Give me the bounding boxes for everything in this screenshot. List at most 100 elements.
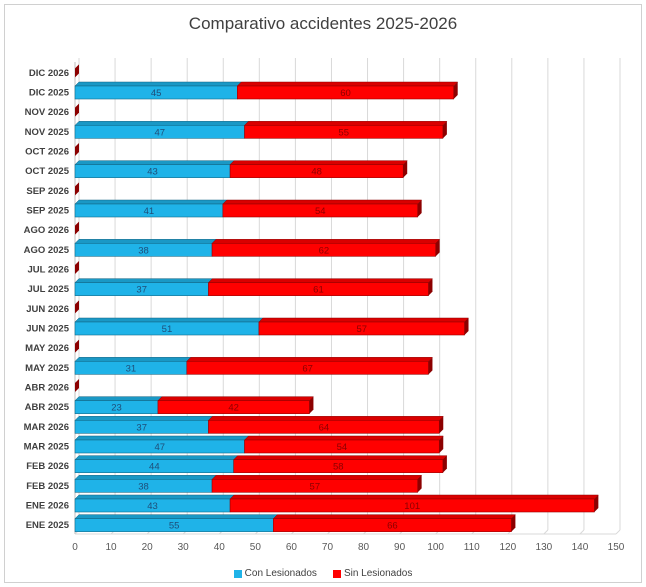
bar-top-face <box>74 494 235 500</box>
data-label: 61 <box>313 285 324 296</box>
data-label: 57 <box>356 324 367 335</box>
data-label: 67 <box>302 363 313 374</box>
zero-bar-stub <box>75 221 79 235</box>
y-tick-label: JUL 2025 <box>27 284 69 295</box>
data-label: 43 <box>147 167 158 178</box>
y-tick-label: JUN 2025 <box>26 324 69 335</box>
data-label: 62 <box>319 245 330 256</box>
data-label: 45 <box>151 88 162 99</box>
bar-top-face <box>233 455 448 460</box>
x-tick-label: 120 <box>499 542 516 553</box>
x-tick-label: 50 <box>250 542 262 553</box>
chart-title: Comparativo accidentes 2025-2026 <box>188 14 458 33</box>
y-tick-label: MAR 2026 <box>24 422 69 433</box>
y-tick-label: NOV 2026 <box>25 107 69 118</box>
bar-top-face <box>272 514 517 519</box>
y-tick-label: MAY 2026 <box>25 343 69 354</box>
bar-top-face <box>74 121 250 126</box>
bar-side-face <box>439 416 444 434</box>
bar-top-face <box>74 160 235 165</box>
x-tick-label: 10 <box>106 542 118 553</box>
gridline-floor <box>615 529 621 535</box>
zero-bar-stub <box>75 379 79 392</box>
bar-top-face <box>222 199 423 205</box>
gridline-floor <box>579 529 585 535</box>
bar-top-face <box>74 455 239 460</box>
data-label: 58 <box>333 462 344 473</box>
legend: Con Lesionados Sin Lesionados <box>0 568 646 579</box>
y-tick-label: DIC 2026 <box>29 68 69 79</box>
y-tick-label: ENE 2025 <box>26 520 70 531</box>
bar-side-face <box>403 160 408 178</box>
bar-top-face <box>157 396 315 401</box>
legend-item-con: Con Lesionados <box>233 568 317 579</box>
bar-side-face <box>453 82 458 99</box>
bar-top-face <box>74 357 192 362</box>
gridline-floor <box>543 529 549 535</box>
legend-swatch-sin <box>332 569 341 578</box>
y-tick-label: FEB 2026 <box>26 461 69 472</box>
y-tick-label: SEP 2025 <box>26 206 69 217</box>
y-tick-label: ABR 2026 <box>25 383 69 394</box>
legend-label-con: Con Lesionados <box>244 568 317 579</box>
bar-side-face <box>442 455 447 473</box>
zero-bar-stub <box>75 182 79 196</box>
data-label: 51 <box>162 324 173 335</box>
data-label: 44 <box>149 462 160 473</box>
zero-bar-stub <box>75 103 79 117</box>
data-label: 101 <box>404 501 420 512</box>
data-label: 48 <box>311 167 322 178</box>
data-label: 23 <box>111 403 122 414</box>
y-tick-label: ABR 2025 <box>25 402 70 413</box>
x-tick-label: 60 <box>286 542 298 553</box>
data-label: 66 <box>387 521 398 532</box>
bar-top-face <box>74 199 228 205</box>
bar-side-face <box>442 121 447 139</box>
x-tick-label: 140 <box>572 542 589 553</box>
data-label: 47 <box>154 442 165 453</box>
x-tick-label: 90 <box>394 542 406 553</box>
data-label: 55 <box>338 127 349 138</box>
data-label: 37 <box>136 422 147 433</box>
legend-swatch-con <box>233 569 242 578</box>
data-label: 57 <box>310 481 321 492</box>
y-tick-label: AGO 2025 <box>24 245 70 256</box>
bar-top-face <box>74 514 278 519</box>
data-label: 55 <box>169 521 180 532</box>
bar-top-face <box>243 121 448 126</box>
x-tick-label: 100 <box>427 542 444 553</box>
bar-top-face <box>74 475 217 480</box>
x-tick-label: 40 <box>214 542 226 553</box>
x-tick-label: 130 <box>536 542 553 553</box>
x-tick-label: 80 <box>358 542 370 553</box>
data-label: 31 <box>126 363 137 374</box>
bar-top-face <box>74 416 214 421</box>
bar-top-face <box>207 416 444 421</box>
data-label: 64 <box>319 422 330 433</box>
bar-top-face <box>74 278 214 283</box>
y-tick-label: SEP 2026 <box>26 186 69 197</box>
bar-top-face <box>74 396 163 401</box>
y-tick-label: NOV 2025 <box>25 127 70 138</box>
bar-top-face <box>243 435 444 441</box>
zero-bar-stub <box>75 64 79 78</box>
bar-side-face <box>594 495 599 512</box>
bar-side-face <box>511 514 516 532</box>
data-label: 54 <box>337 442 348 453</box>
x-tick-label: 70 <box>322 542 334 553</box>
bar-sin-lesionados <box>244 439 440 454</box>
bar-side-face <box>309 396 314 414</box>
bar-side-face <box>464 318 469 335</box>
x-tick-label: 20 <box>142 542 154 553</box>
bar-top-face <box>258 317 470 323</box>
bar-top-face <box>236 81 459 87</box>
bar-side-face <box>428 278 433 296</box>
bar-top-face <box>74 435 250 441</box>
bar-top-face <box>74 317 264 323</box>
bar-side-face <box>439 436 444 453</box>
bar-top-face <box>207 278 434 283</box>
bar-top-face <box>186 357 434 362</box>
bar-side-face <box>417 200 422 217</box>
bar-top-face <box>229 494 599 500</box>
